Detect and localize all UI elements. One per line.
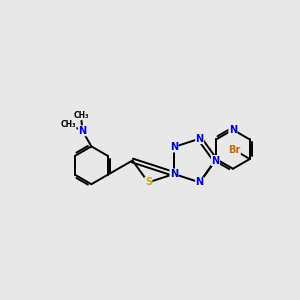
Text: N: N [170, 142, 178, 152]
Text: N: N [170, 169, 178, 179]
Text: N: N [212, 155, 220, 166]
Text: N: N [229, 125, 237, 135]
Text: Br: Br [228, 145, 240, 155]
Text: CH₃: CH₃ [73, 111, 89, 120]
Text: S: S [145, 177, 152, 187]
Text: N: N [78, 126, 86, 136]
Text: N: N [196, 177, 204, 187]
Text: N: N [196, 134, 204, 144]
Text: CH₃: CH₃ [61, 120, 76, 129]
